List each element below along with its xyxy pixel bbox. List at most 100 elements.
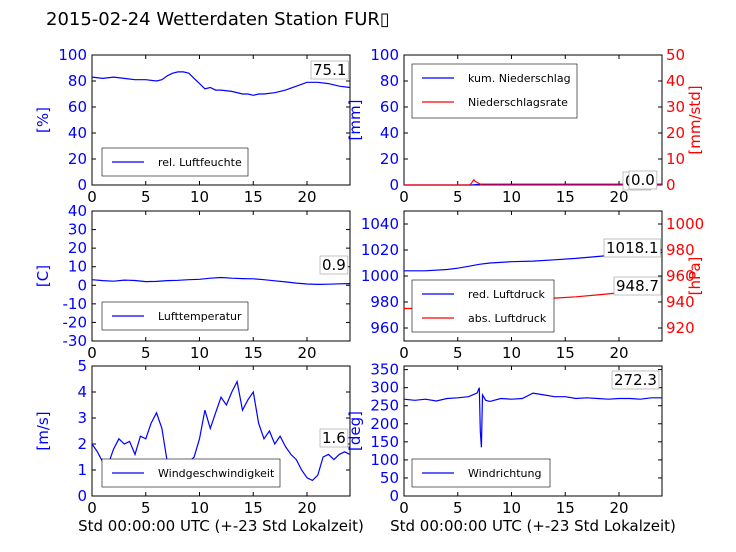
winddir-xtick-label: 5 [453,499,463,517]
pressure-y2tick-label: 960 [666,267,695,285]
pressure-xtick-label: 15 [556,344,575,362]
windspeed-xtick-label: 20 [297,499,316,517]
humidity-value-label-box [310,60,349,80]
winddir-value-label: 272.3 [614,371,657,389]
windspeed-ytick-label: 5 [77,357,87,375]
humidity-ytick-label: 0 [77,176,87,194]
precip-y2tick-label: 10 [666,150,685,168]
winddir-series-line-0 [403,387,662,448]
winddir-ytick-label: 300 [370,379,399,397]
precip-y2tick-label: 30 [666,98,685,116]
temperature-plot-frame [91,210,351,342]
pressure-value-label-left-box [603,238,661,258]
pressure-value-label-right-box [613,276,662,296]
precip-legend-box [411,63,578,119]
humidity-ytick-label: 100 [58,46,87,64]
precip-xtick-label: 15 [556,188,575,206]
precip-xtick-label: 5 [453,188,463,206]
temperature-xtick-label: 0 [87,344,97,362]
pressure-xtick-label: 10 [502,344,521,362]
winddir-ytick-label: 200 [370,415,399,433]
pressure-ytick-label: 960 [370,319,399,337]
winddir-y-axis-label: [deg] [346,411,364,451]
precip-value-label-right-box [628,170,658,190]
winddir-legend-label-0: Windrichtung [468,467,541,480]
winddir-ytick-label: 250 [370,397,399,415]
temperature-ytick-label: -20 [63,313,88,331]
precip-y-axis-label: [mm] [346,100,364,141]
winddir-xtick-label: 0 [399,499,409,517]
humidity-value-label: 75.1 [313,61,346,79]
windspeed-xtick-label: 15 [244,499,263,517]
temperature-ytick-label: 40 [68,202,87,220]
temperature-ytick-label: 20 [68,239,87,257]
temperature-xtick-label: 5 [141,344,151,362]
pressure-y2tick-label: 920 [666,319,695,337]
winddir-ytick-label: 100 [370,451,399,469]
winddir-ytick-label: 350 [370,361,399,379]
temperature-series-line-0 [91,276,351,286]
humidity-ytick-label: 80 [68,72,87,90]
humidity-xtick-label: 20 [297,188,316,206]
winddir-xtick-label: 10 [502,499,521,517]
precip-ytick-label: 40 [380,124,399,142]
humidity-series-line-0 [91,71,351,96]
temperature-legend-label-0: Lufttemperatur [158,310,242,323]
windspeed-xtick-label: 5 [141,499,151,517]
pressure-legend-box [411,279,555,333]
pressure-value-label-right: 948.7 [616,277,659,295]
humidity-xtick-label: 0 [87,188,97,206]
windspeed-value-label: 1.6 [322,429,346,447]
winddir-ytick-label: 150 [370,433,399,451]
windspeed-value-label-box [319,428,349,448]
pressure-y2tick-label: 940 [666,293,695,311]
precip-ytick-label: 0 [389,176,399,194]
precip-legend-label-0: kum. Niederschlag [468,72,571,85]
pressure-y2-axis-label: [hPa] [686,257,704,296]
pressure-ytick-label: 980 [370,293,399,311]
humidity-xtick-label: 5 [141,188,151,206]
temperature-xtick-label: 20 [297,344,316,362]
pressure-xtick-label: 5 [453,344,463,362]
pressure-value-label-left: 1018.1 [606,239,659,257]
humidity-ytick-label: 20 [68,150,87,168]
temperature-y-axis-label: [C] [34,265,52,287]
temperature-ytick-label: 10 [68,258,87,276]
pressure-y2tick-label: 980 [666,241,695,259]
windspeed-series-line-0 [91,379,351,484]
precip-y2tick-label: 0 [666,176,676,194]
temperature-value-label: 0.9 [322,256,346,274]
precip-ytick-label: 80 [380,72,399,90]
humidity-plot-frame [91,54,351,186]
windspeed-legend-label-0: Windgeschwindigkeit [158,467,275,480]
windspeed-x-axis-label: Std 00:00:00 UTC (+-23 Std Lokalzeit) [78,517,364,535]
humidity-xtick-label: 10 [190,188,209,206]
winddir-value-label-box [611,370,660,390]
winddir-x-axis-label: Std 00:00:00 UTC (+-23 Std Lokalzeit) [390,517,676,535]
precip-series-line-1 [404,178,662,186]
winddir-ytick-label: 50 [380,469,399,487]
precip-value-label-right: 0.0 [631,171,655,189]
precip-y2tick-label: 20 [666,124,685,142]
humidity-y-axis-label: [%] [34,107,52,133]
pressure-xtick-label: 0 [399,344,409,362]
page-title: 2015-02-24 Wetterdaten Station FUR▯ [46,9,390,30]
precip-xtick-label: 20 [609,188,628,206]
precip-xtick-label: 0 [399,188,409,206]
pressure-ytick-label: 1040 [361,215,399,233]
winddir-xtick-label: 20 [609,499,628,517]
windspeed-ytick-label: 2 [77,435,87,453]
winddir-ytick-label: 0 [389,487,399,505]
windspeed-ytick-label: 0 [77,487,87,505]
temperature-value-label-box [319,255,349,275]
windspeed-xtick-label: 0 [87,499,97,517]
precip-y2tick-label: 40 [666,72,685,90]
windspeed-xtick-label: 10 [190,499,209,517]
humidity-legend-label-0: rel. Luftfeuchte [158,156,242,169]
windspeed-ytick-label: 1 [77,461,87,479]
temperature-xtick-label: 15 [244,344,263,362]
precip-xtick-label: 10 [502,188,521,206]
precip-legend-label-1: Niederschlagsrate [468,96,568,109]
temperature-ytick-label: 30 [68,221,87,239]
